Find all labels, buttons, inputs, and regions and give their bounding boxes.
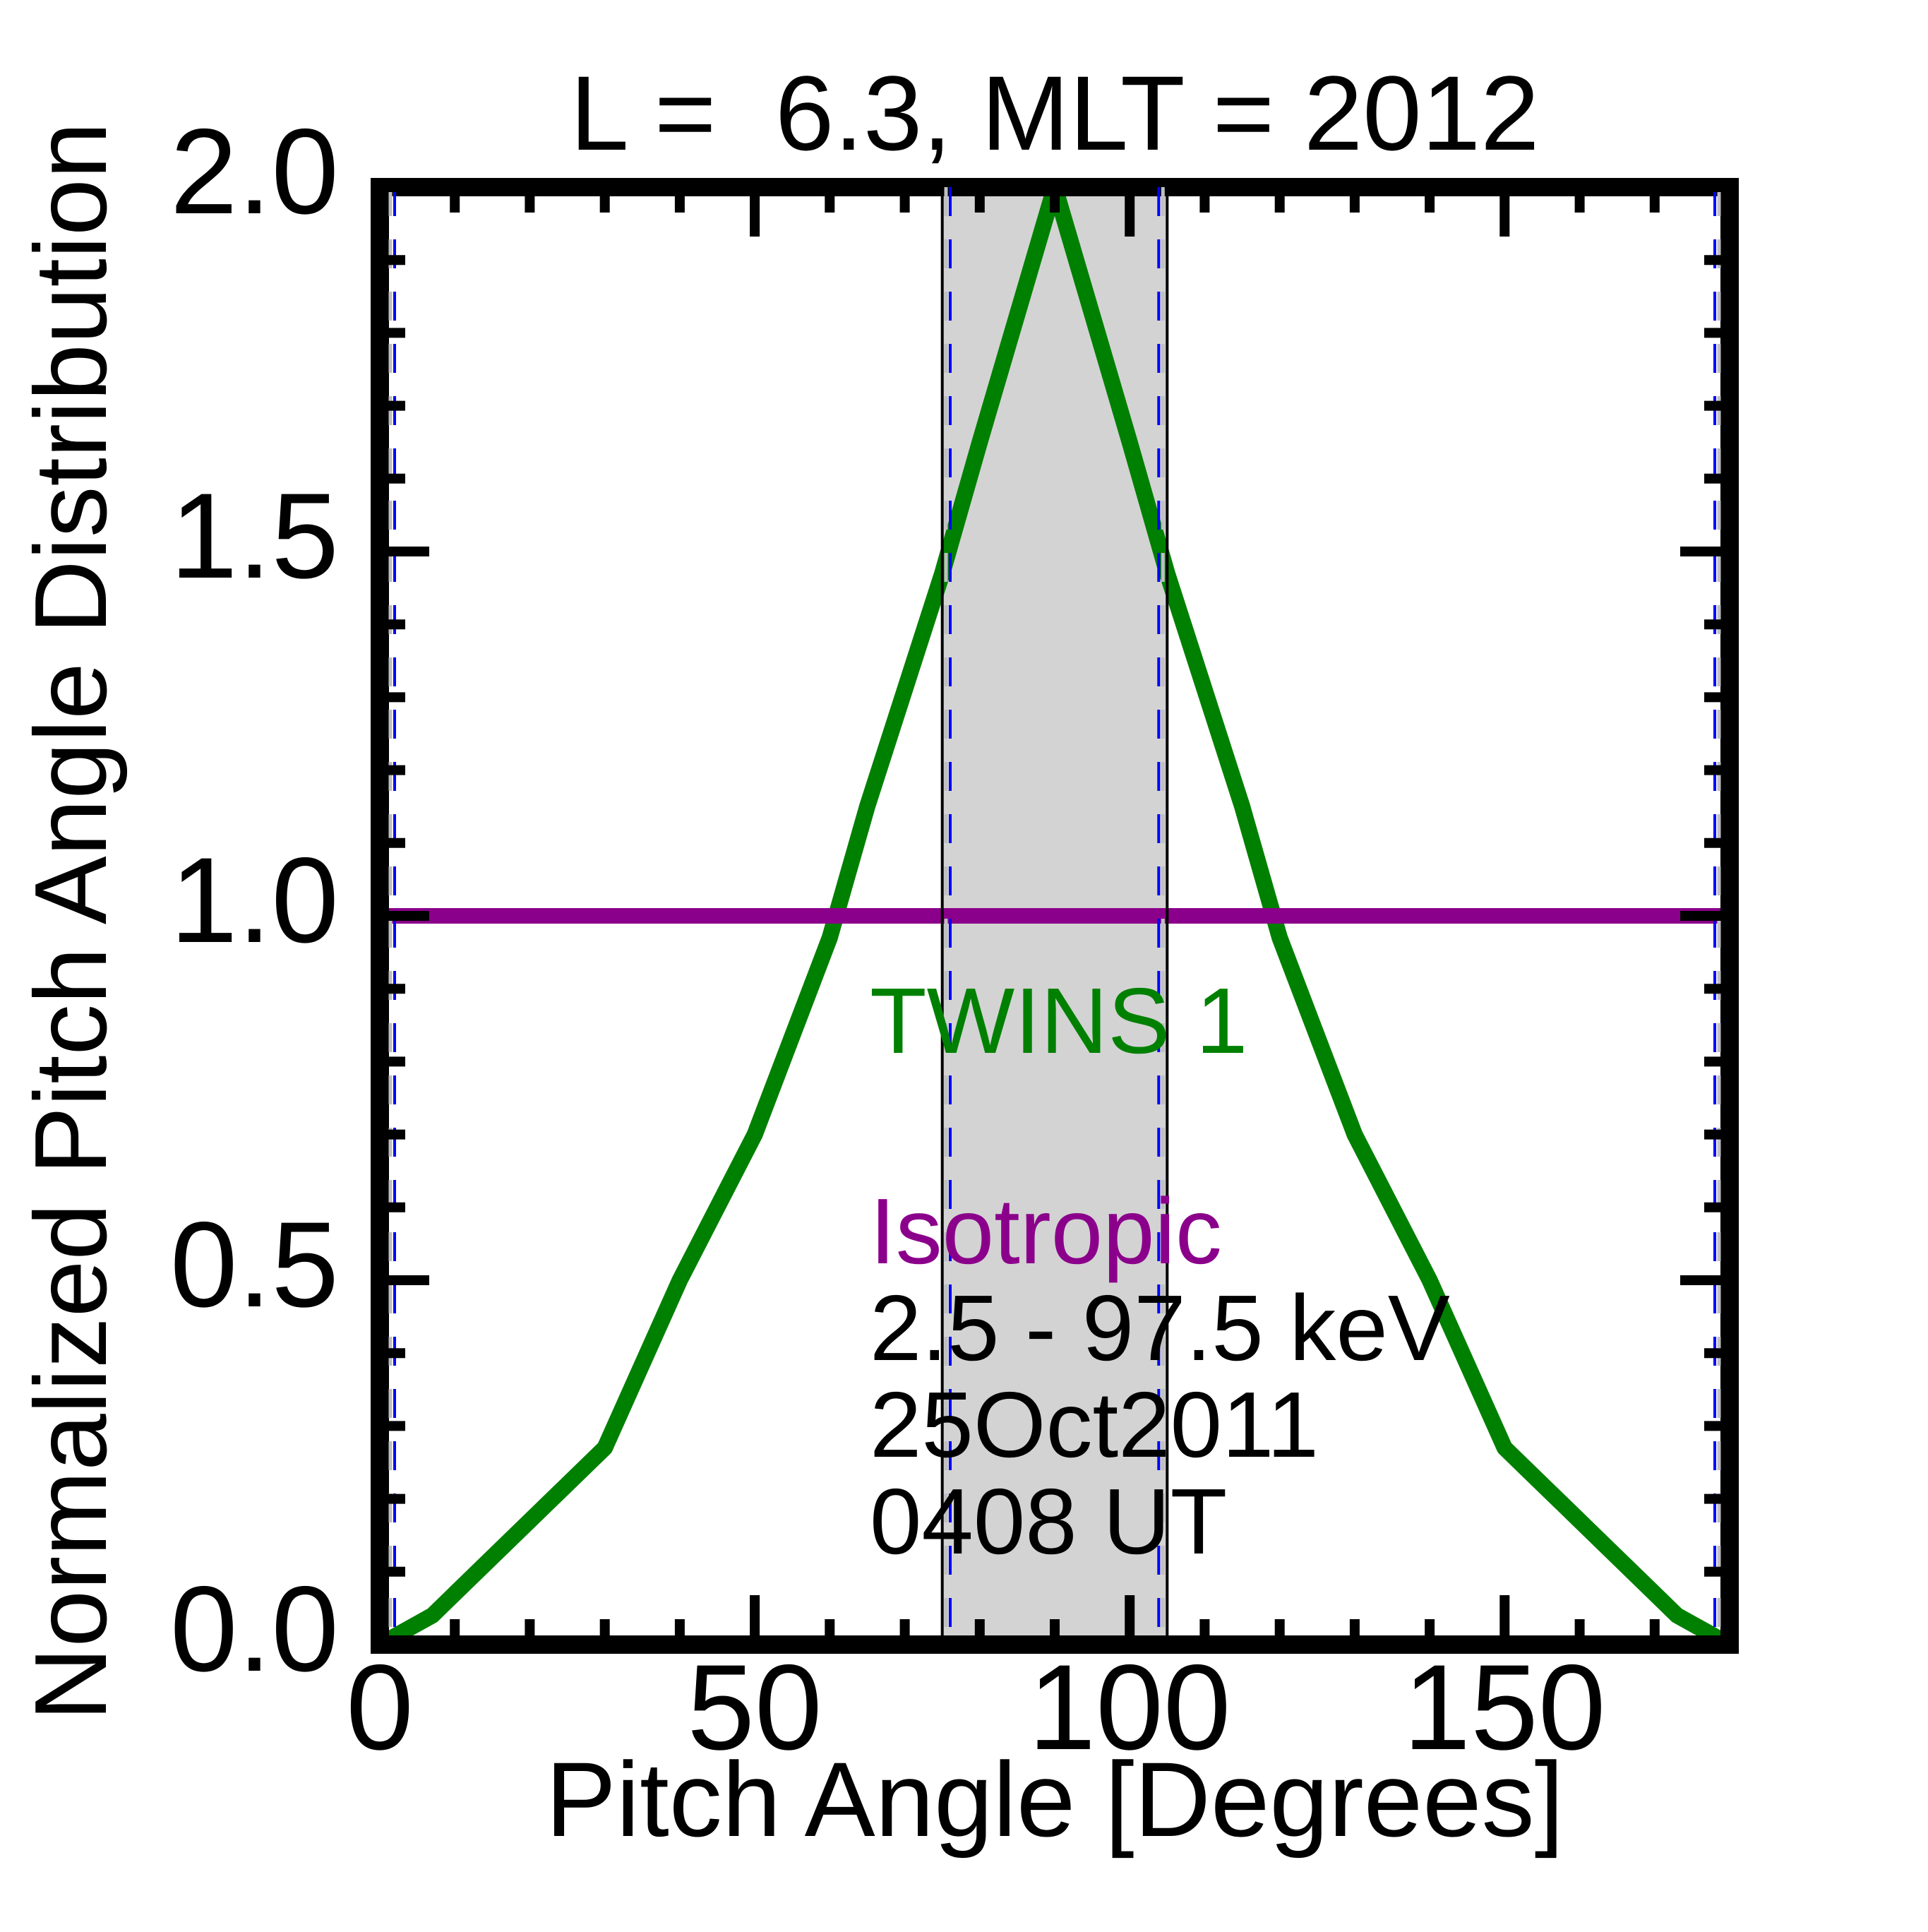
svg-text:Normalized Pitch Angle Distrib: Normalized Pitch Angle Distribution bbox=[13, 122, 128, 1722]
svg-text:2.0: 2.0 bbox=[170, 104, 339, 239]
svg-text:Isotropic: Isotropic bbox=[870, 1179, 1222, 1283]
svg-text:1.5: 1.5 bbox=[170, 468, 339, 604]
svg-text:TWINS 1: TWINS 1 bbox=[870, 969, 1247, 1073]
svg-text:1.0: 1.0 bbox=[170, 833, 339, 968]
svg-text:Pitch Angle [Degrees]: Pitch Angle [Degrees] bbox=[546, 1740, 1564, 1859]
svg-text:L = 6.3, MLT = 2012: L = 6.3, MLT = 2012 bbox=[570, 54, 1539, 172]
svg-text:0.0: 0.0 bbox=[170, 1561, 339, 1697]
svg-text:2.5 - 97.5 keV: 2.5 - 97.5 keV bbox=[870, 1276, 1450, 1380]
svg-text:0408 UT: 0408 UT bbox=[870, 1469, 1227, 1573]
svg-text:25Oct2011: 25Oct2011 bbox=[870, 1373, 1319, 1477]
svg-text:0.5: 0.5 bbox=[170, 1197, 339, 1332]
svg-text:0: 0 bbox=[346, 1640, 414, 1775]
